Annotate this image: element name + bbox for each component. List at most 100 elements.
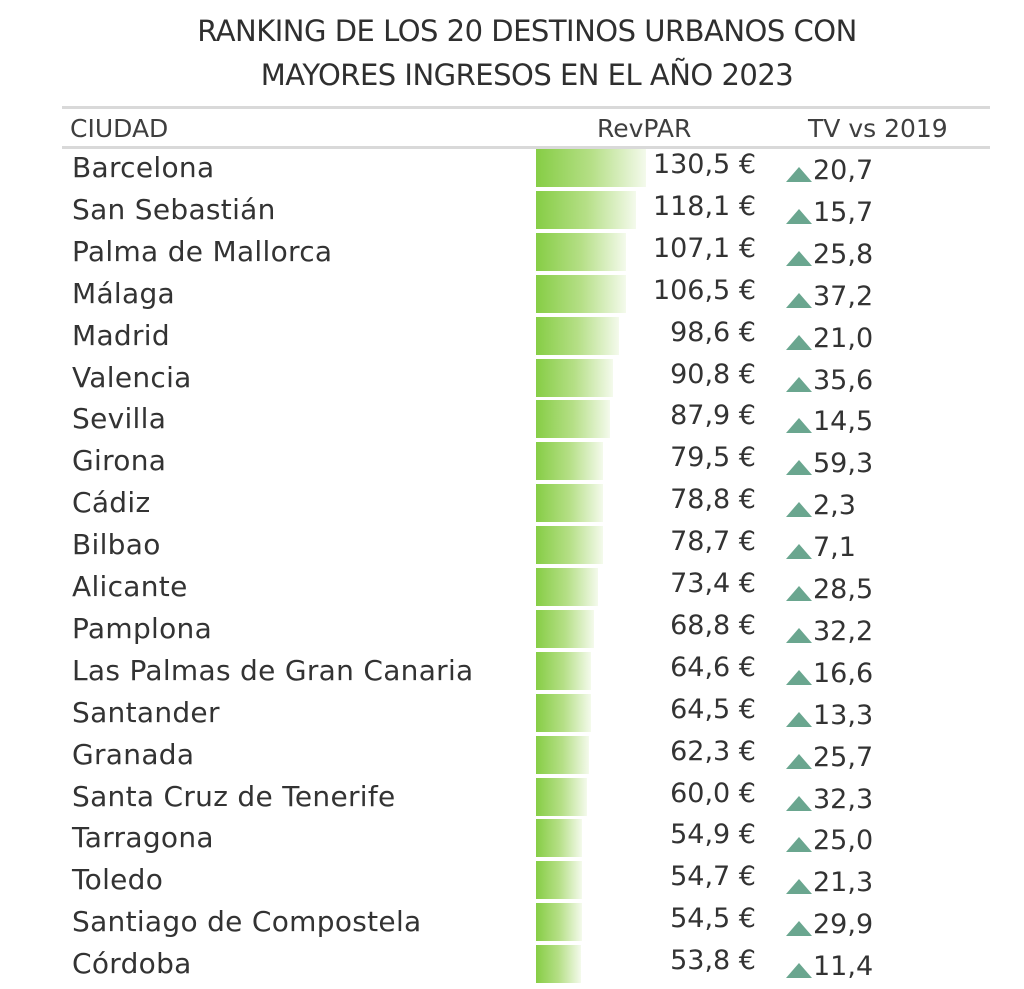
revpar-value: 118,1 € <box>652 190 756 222</box>
tv-vs-2019-value: 29,9 <box>813 909 874 941</box>
table-row: Santa Cruz de Tenerife 60,0 € 32,3 <box>0 777 1024 820</box>
up-triangle-icon <box>786 250 812 266</box>
table-row: Bilbao 78,7 € 7,1 <box>0 526 1024 568</box>
city-name: Málaga <box>72 276 175 310</box>
city-name: Pamplona <box>72 611 213 645</box>
tv-vs-2019-value: 11,4 <box>813 951 874 983</box>
revpar-bar <box>536 190 636 229</box>
revpar-bar <box>536 945 582 984</box>
up-triangle-icon <box>786 460 812 476</box>
up-triangle-icon <box>786 292 812 308</box>
revpar-bar <box>536 232 627 271</box>
tv-vs-2019-value: 32,2 <box>813 615 874 647</box>
revpar-bar <box>536 819 583 858</box>
revpar-value: 78,8 € <box>670 484 756 516</box>
up-triangle-icon <box>786 627 812 643</box>
revpar-bar <box>536 274 626 313</box>
city-name: Palma de Mallorca <box>72 234 333 268</box>
table-row: Palma de Mallorca 107,1 € 25,8 <box>0 232 1024 275</box>
header-bottom-rule <box>62 146 990 149</box>
up-triangle-icon <box>786 963 812 979</box>
up-triangle-icon <box>786 711 812 727</box>
table-row: Pamplona 68,8 € 32,2 <box>0 609 1024 652</box>
revpar-bar <box>536 568 599 606</box>
revpar-value: 107,1 € <box>652 232 756 264</box>
city-name: Girona <box>72 444 167 478</box>
tv-vs-2019-value: 25,7 <box>813 741 874 773</box>
revpar-value: 53,8 € <box>670 945 756 977</box>
city-name: Santa Cruz de Tenerife <box>72 779 396 813</box>
tv-vs-2019-value: 25,8 <box>813 238 874 270</box>
up-triangle-icon <box>786 586 812 601</box>
table-row: Las Palmas de Gran Canaria 64,6 € 16,6 <box>0 651 1024 694</box>
tv-vs-2019-value: 20,7 <box>813 155 874 186</box>
city-name: Bilbao <box>72 528 161 562</box>
city-name: Granada <box>72 737 195 771</box>
tv-vs-2019-value: 25,0 <box>813 825 874 857</box>
city-name: Las Palmas de Gran Canaria <box>72 653 474 687</box>
table-row: Madrid 98,6 € 21,0 <box>0 316 1024 359</box>
tv-vs-2019-value: 16,6 <box>813 657 874 689</box>
table-row: Barcelona 130,5 € 20,7 <box>0 149 1024 191</box>
chart-title-line-1: RANKING DE LOS 20 DESTINOS URBANOS CON <box>197 14 857 48</box>
header-revpar: RevPAR <box>597 114 692 143</box>
revpar-value: 106,5 € <box>652 274 756 306</box>
revpar-bar <box>536 609 595 648</box>
header-city: CIUDAD <box>70 114 169 143</box>
up-triangle-icon <box>786 879 812 895</box>
table-row: Toledo 54,7 € 21,3 <box>0 861 1024 903</box>
city-name: Alicante <box>72 570 188 603</box>
city-name: Toledo <box>72 863 164 897</box>
table-row: Málaga 106,5 € 37,2 <box>0 274 1024 317</box>
revpar-value: 87,9 € <box>670 400 756 432</box>
city-name: Tarragona <box>72 821 214 855</box>
revpar-bar <box>536 526 603 565</box>
revpar-value: 64,5 € <box>670 693 756 725</box>
city-name: Sevilla <box>72 402 167 436</box>
tv-vs-2019-value: 15,7 <box>813 196 874 228</box>
revpar-value: 130,5 € <box>652 149 756 180</box>
tv-vs-2019-value: 14,5 <box>813 406 874 438</box>
up-triangle-icon <box>786 753 812 769</box>
tv-vs-2019-value: 2,3 <box>813 490 856 522</box>
city-name: Cádiz <box>72 486 151 520</box>
tv-vs-2019-value: 32,3 <box>813 783 874 815</box>
revpar-value: 79,5 € <box>670 442 756 474</box>
tv-vs-2019-value: 21,3 <box>813 867 874 899</box>
table-row: Cádiz 78,8 € 2,3 <box>0 484 1024 526</box>
city-name: San Sebastián <box>72 192 276 226</box>
table-row: Santiago de Compostela 54,5 € 29,9 <box>0 903 1024 945</box>
table-row: Santander 64,5 € 13,3 <box>0 693 1024 736</box>
revpar-bar <box>536 442 604 481</box>
revpar-value: 78,7 € <box>670 526 756 558</box>
table-row: Alicante 73,4 € 28,5 <box>0 568 1024 610</box>
up-triangle-icon <box>786 418 812 434</box>
up-triangle-icon <box>786 376 812 392</box>
city-name: Valencia <box>72 360 192 394</box>
revpar-value: 73,4 € <box>670 568 756 599</box>
table-row: Sevilla 87,9 € 14,5 <box>0 400 1024 442</box>
tv-vs-2019-value: 28,5 <box>813 574 874 605</box>
up-triangle-icon <box>786 502 812 518</box>
table-row: San Sebastián 118,1 € 15,7 <box>0 190 1024 233</box>
tv-vs-2019-value: 21,0 <box>813 322 874 354</box>
up-triangle-icon <box>786 795 812 811</box>
revpar-value: 54,9 € <box>670 819 756 851</box>
revpar-bar <box>536 651 591 690</box>
tv-vs-2019-value: 37,2 <box>813 280 874 312</box>
revpar-value: 68,8 € <box>670 609 756 641</box>
tv-vs-2019-value: 35,6 <box>813 364 874 396</box>
revpar-bar <box>536 484 603 523</box>
city-name: Madrid <box>72 318 170 352</box>
chart-title-line-2: MAYORES INGRESOS EN EL AÑO 2023 <box>260 58 794 92</box>
city-name: Santiago de Compostela <box>72 905 422 939</box>
revpar-value: 60,0 € <box>670 777 756 809</box>
table-row: Córdoba 53,8 € 11,4 <box>0 945 1024 987</box>
revpar-bar <box>536 400 611 439</box>
tv-vs-2019-value: 7,1 <box>813 532 856 564</box>
revpar-value: 54,7 € <box>670 861 756 893</box>
revpar-bar <box>536 861 583 900</box>
revpar-bar <box>536 149 647 187</box>
up-triangle-icon <box>786 837 812 853</box>
tv-vs-2019-value: 59,3 <box>813 448 874 480</box>
